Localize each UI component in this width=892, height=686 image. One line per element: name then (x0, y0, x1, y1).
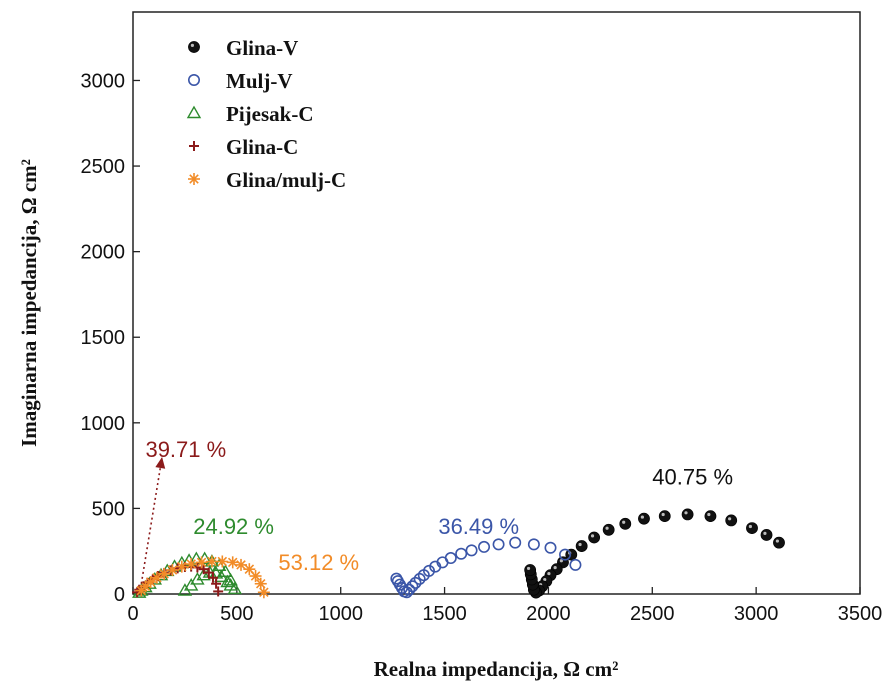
data-point (158, 567, 171, 580)
annotation-label: 53.12 % (278, 550, 359, 575)
data-point (227, 581, 242, 595)
data-point (207, 572, 218, 583)
data-point (478, 540, 491, 553)
annotation-label: 24.92 % (193, 514, 274, 539)
series-4 (135, 555, 270, 599)
data-point (509, 536, 522, 549)
x-tick-label: 2000 (526, 603, 571, 625)
legend-label: Glina-C (226, 135, 298, 159)
x-axis-ticks: 0 500 1000 1500 2000 2500 3000 3500 (127, 587, 882, 625)
data-point (492, 538, 505, 551)
legend-label: Mulj-V (226, 69, 293, 93)
data-point (216, 555, 229, 568)
data-point (417, 569, 430, 582)
data-point (409, 576, 422, 589)
data-point (198, 564, 209, 575)
data-point (211, 578, 222, 589)
data-point (725, 514, 738, 527)
y-axis-title: Imaginarna impedancija, Ω cm² (17, 159, 41, 447)
x-tick-label: 1000 (318, 603, 363, 625)
data-point (746, 522, 758, 534)
x-tick-label: 500 (220, 603, 253, 625)
data-point (602, 523, 615, 536)
annotation-label: 39.71 % (145, 437, 226, 462)
series-layer (132, 508, 785, 599)
data-point (390, 572, 403, 585)
data-point (403, 583, 416, 596)
y-tick-label: 1500 (81, 327, 126, 349)
data-point (527, 538, 540, 551)
data-point (760, 529, 773, 541)
series-0 (524, 508, 785, 599)
data-point (619, 517, 632, 530)
y-axis-ticks: 0 500 1000 1500 2000 2500 3000 (81, 70, 140, 606)
data-point (203, 567, 214, 578)
annotation-label: 40.75 % (652, 464, 733, 489)
data-point (196, 567, 211, 581)
data-point (524, 564, 537, 576)
plot-frame (132, 11, 861, 595)
legend-marker (188, 41, 200, 53)
series-1 (390, 536, 582, 599)
y-tick-label: 3000 (81, 70, 126, 92)
x-tick-label: 1500 (422, 603, 467, 625)
y-tick-label: 1000 (81, 413, 126, 435)
legend: Glina-V Mulj-V Pijesak-C Glina-C Glina/mulj-… (186, 36, 346, 192)
y-tick-label: 0 (114, 584, 125, 606)
data-point (455, 547, 468, 560)
y-tick-label: 2000 (81, 242, 126, 264)
data-point (257, 586, 270, 599)
data-point (175, 560, 188, 573)
data-point (638, 512, 650, 525)
data-point (429, 560, 442, 573)
data-point (704, 510, 717, 523)
legend-marker (188, 74, 201, 87)
data-point (183, 578, 199, 591)
data-point (218, 564, 233, 577)
annotation-label: 36.49 % (438, 514, 519, 539)
data-point (205, 555, 218, 568)
data-point (135, 584, 148, 597)
y-tick-label: 2500 (81, 156, 126, 178)
annotation-layer: 40.75 % 36.49 % 24.92 %53.12 % 39.71 % (140, 437, 733, 584)
data-point (220, 574, 235, 588)
legend-marker (186, 105, 202, 119)
data-point (185, 558, 198, 571)
legend-label: Pijesak-C (226, 102, 314, 126)
data-point (559, 548, 572, 561)
data-point (190, 572, 205, 585)
data-point (223, 572, 238, 586)
legend-label: Glina/mulj-C (226, 168, 346, 192)
plot-area: 0 500 1000 1500 2000 2500 3000 3500 0 500 1000 150… (81, 11, 882, 625)
data-point (465, 544, 478, 557)
data-point (773, 536, 785, 549)
data-point (226, 556, 239, 569)
data-point (254, 577, 267, 590)
legend-label: Glina-V (226, 36, 298, 60)
data-point (588, 531, 601, 544)
data-point (195, 556, 208, 569)
data-point (150, 571, 163, 584)
x-tick-label: 3500 (838, 603, 883, 625)
data-point (658, 510, 671, 523)
y-tick-label: 500 (92, 498, 125, 520)
x-tick-label: 2500 (630, 603, 675, 625)
data-point (214, 569, 229, 583)
arrow-line (140, 456, 163, 584)
legend-marker (188, 173, 200, 185)
data-point (223, 578, 238, 591)
legend-marker (189, 141, 199, 151)
data-point (575, 540, 588, 552)
data-point (569, 558, 582, 571)
x-tick-label: 0 (127, 603, 138, 625)
data-point (681, 508, 694, 521)
data-point (544, 541, 557, 554)
x-tick-label: 3000 (734, 603, 779, 625)
data-point (243, 563, 256, 576)
data-point (213, 586, 224, 597)
arrow-head (155, 457, 166, 469)
data-point (413, 572, 426, 585)
x-axis-title: Realna impedancija, Ω cm² (374, 657, 619, 681)
